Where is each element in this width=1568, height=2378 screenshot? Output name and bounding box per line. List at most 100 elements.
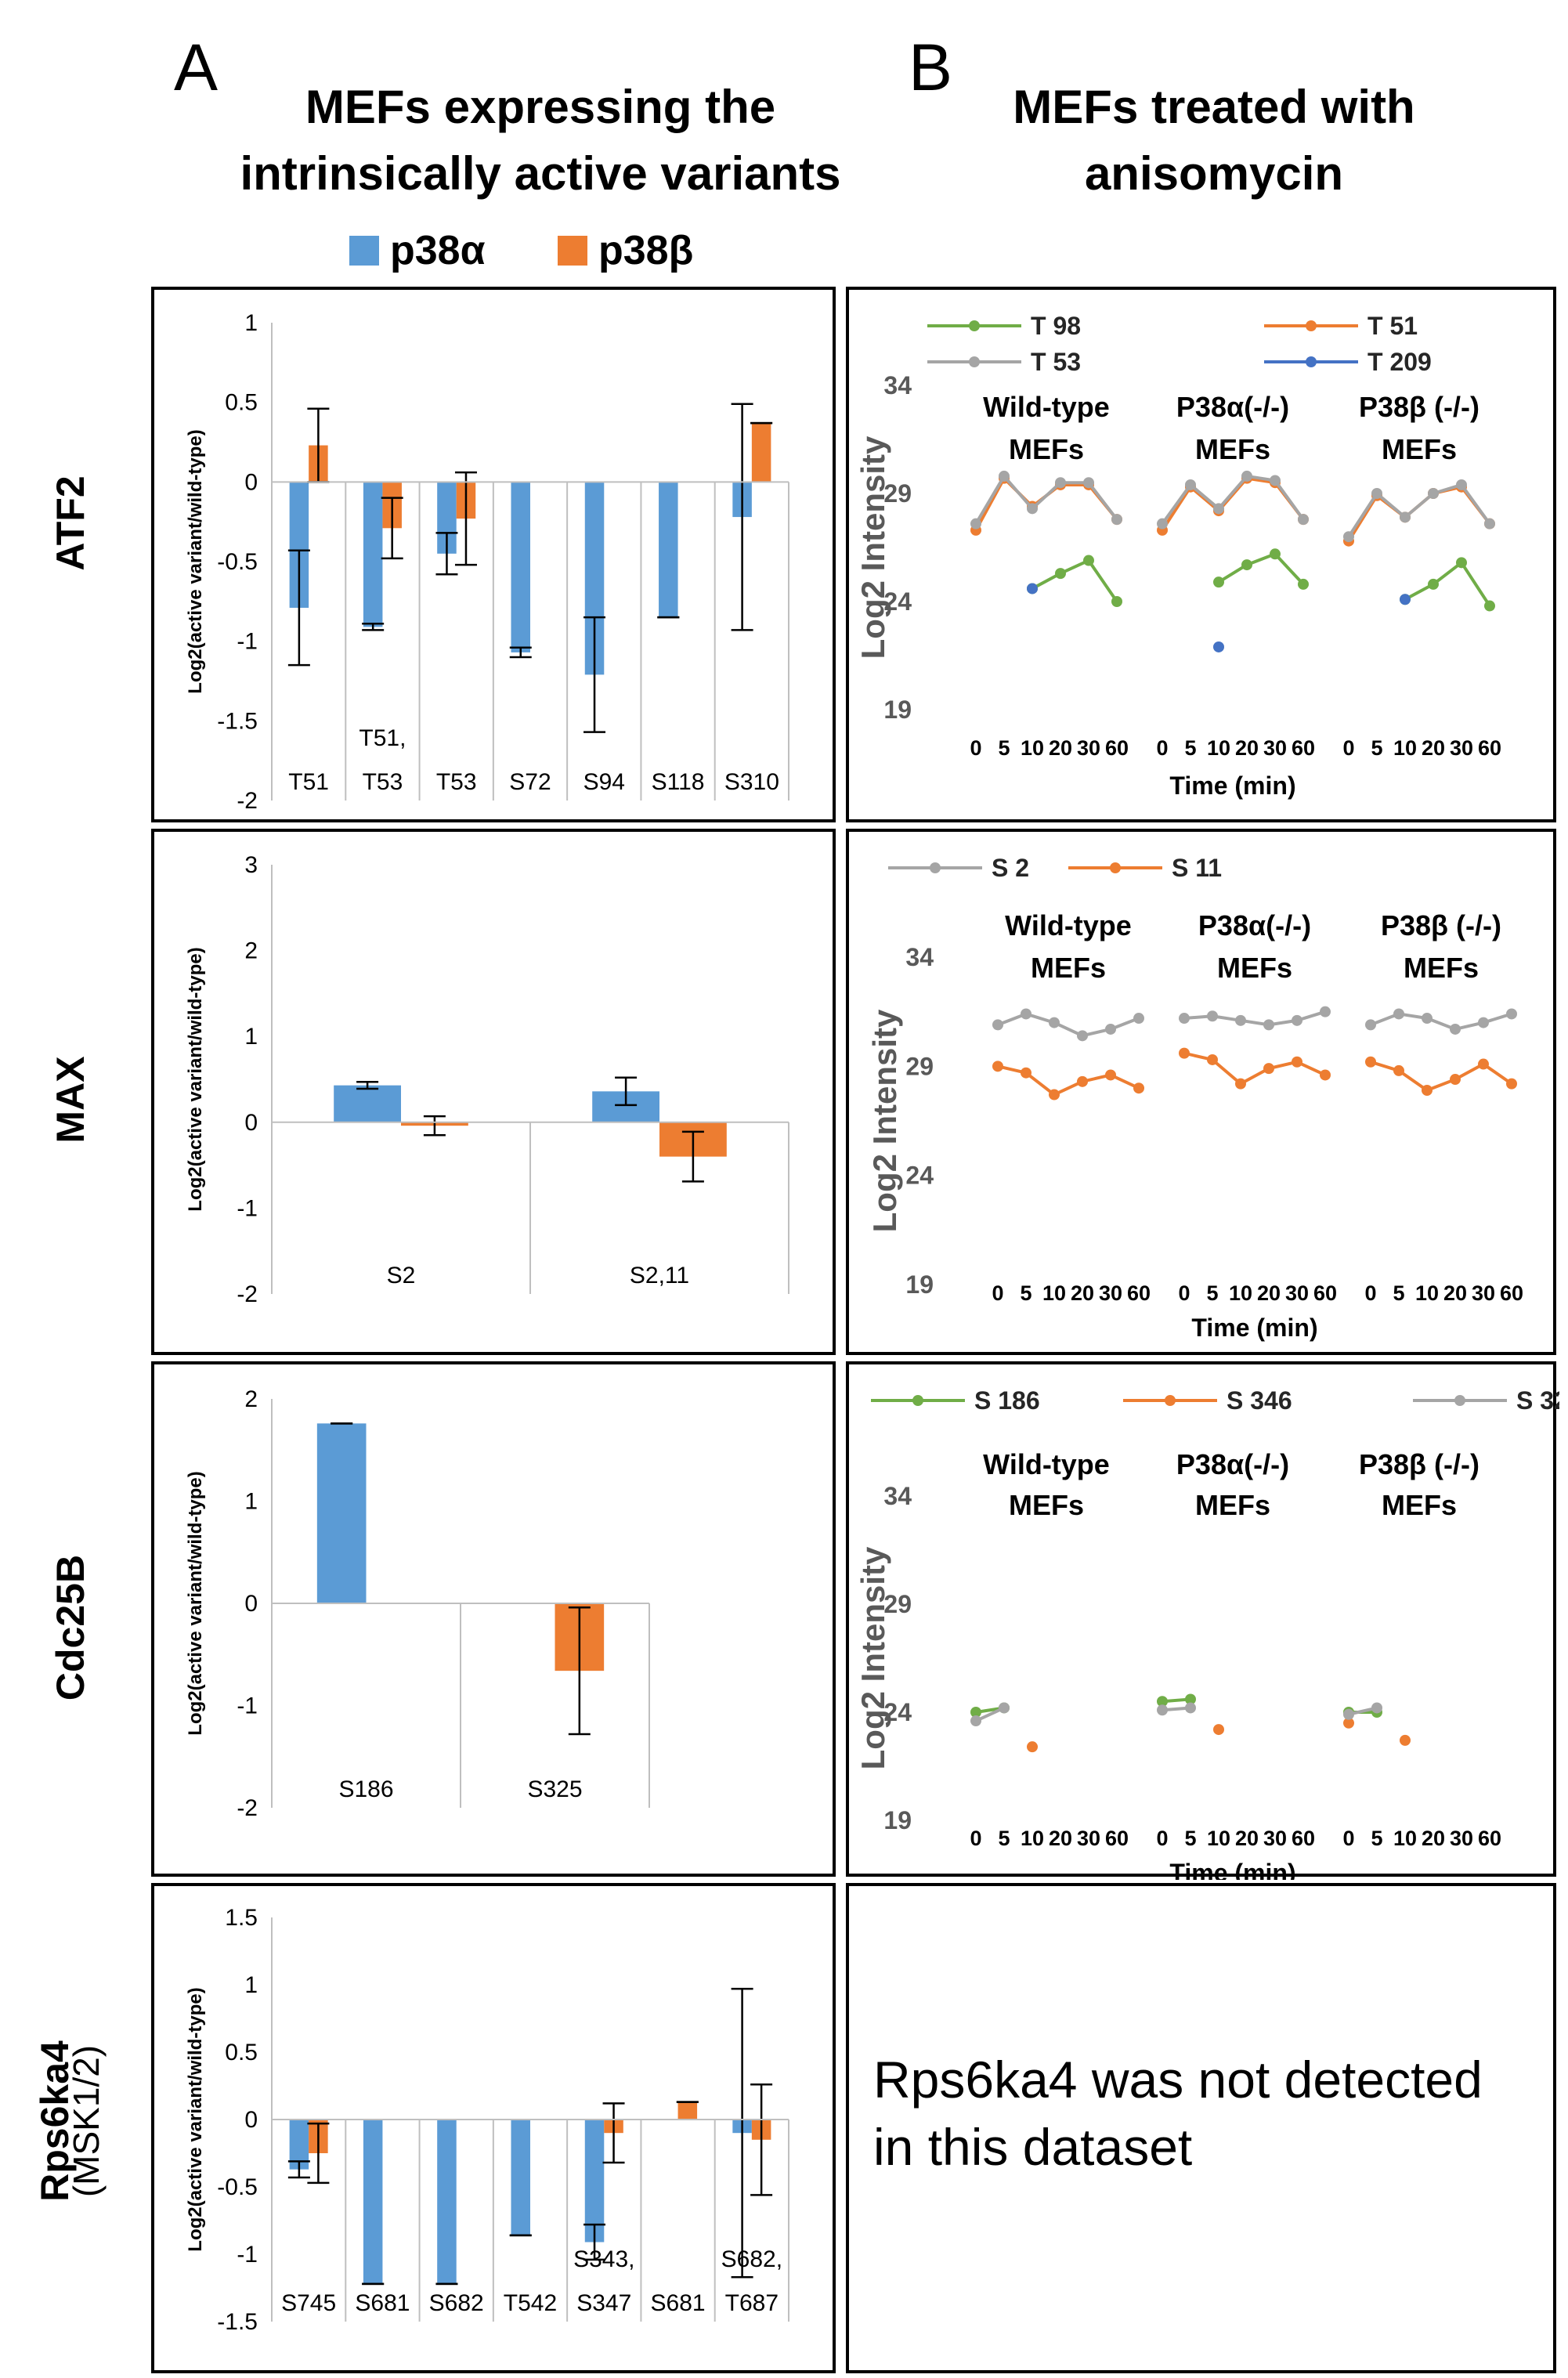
cdc25b-line-data-point xyxy=(1157,1696,1168,1708)
panel-cdc25b-line: S 186 S 346 S 325 34 29 24 19 Log2 Intensity Wil… xyxy=(846,1361,1559,1880)
max-line-data-point xyxy=(1077,1075,1088,1087)
atf2-line-series-segment xyxy=(1404,492,1435,519)
cdc25b-line-ytick-label: 29 xyxy=(883,1590,912,1618)
cdc25b-line-group-label: P38β (-/-) xyxy=(1359,1448,1479,1480)
atf2-line-series-segment xyxy=(1375,492,1407,519)
cdc25b-line-xtick-label: 20 xyxy=(1422,1827,1445,1850)
max-line-data-point xyxy=(992,1019,1003,1031)
max-line-data-point xyxy=(1506,1078,1517,1090)
cdc25b-line-data-point xyxy=(1400,1734,1411,1746)
max-line-legend-marker xyxy=(1110,862,1121,873)
rps6ka4-no-data-text: Rps6ka4 was not detected in this dataset xyxy=(873,2051,1483,2176)
rps6ka4-bar-bar-p38b xyxy=(677,2102,698,2120)
max-line-group-label: P38α(-/-) xyxy=(1198,909,1311,941)
atf2-line-xtick-label: 60 xyxy=(1478,736,1501,760)
rps6ka4-bar-category-label: S347 xyxy=(576,2290,631,2316)
atf2-line-group-label: Wild-type xyxy=(983,391,1110,423)
atf2-line-series-segment xyxy=(1347,492,1378,538)
atf2-bar-ytick-label: -0.5 xyxy=(217,549,258,575)
max-line-data-point xyxy=(1133,1082,1144,1094)
cdc25b-line-data-point xyxy=(1185,1702,1196,1714)
atf2-bar-ytick-label: -1.5 xyxy=(217,708,258,734)
cdc25b-line-ytick-label: 34 xyxy=(883,1482,912,1510)
atf2-line-series-segment xyxy=(1217,475,1248,510)
rps6ka4-bar-bar-p38a xyxy=(437,2120,457,2284)
max-bar-ytick-label: -1 xyxy=(237,1195,258,1221)
max-line-group-label: Wild-type xyxy=(1005,909,1132,941)
atf2-bar-bar-p38a xyxy=(511,482,530,652)
atf2-line-data-point xyxy=(970,518,981,529)
cdc25b-line-xtick-label: 10 xyxy=(1393,1827,1417,1850)
cdc25b-line-legend-label: S 325 xyxy=(1516,1386,1559,1415)
max-line-data-point xyxy=(1478,1058,1489,1070)
cdc25b-line-xtick-label: 60 xyxy=(1105,1827,1129,1850)
cdc25b-line-legend-marker xyxy=(912,1395,923,1406)
cdc25b-line-xtick-label: 30 xyxy=(1077,1827,1100,1850)
max-line-xtick-label: 5 xyxy=(1020,1281,1031,1305)
atf2-line-series-segment xyxy=(974,475,1006,525)
max-line-data-point xyxy=(1393,1064,1404,1076)
max-line-xtick-label: 10 xyxy=(1229,1281,1252,1305)
max-bar-ytick-label: 2 xyxy=(244,938,258,964)
max-bar-category-label: S2,11 xyxy=(630,1263,689,1288)
max-line-xtick-label: 0 xyxy=(1364,1281,1376,1305)
max-line-data-point xyxy=(1263,1063,1274,1075)
row-label-max: MAX xyxy=(49,1056,92,1144)
atf2-line-xlabel: Time (min) xyxy=(1169,772,1295,800)
atf2-line-legend-marker xyxy=(1306,320,1317,331)
atf2-line-xtick-label: 0 xyxy=(1156,736,1168,760)
rps6ka4-bar-bar-p38a xyxy=(511,2120,530,2235)
atf2-line-chart: T 98 T 51 T 53 T 209 34 29 24 19 Log2 Intensity W… xyxy=(854,312,1501,800)
atf2-line-data-point xyxy=(999,470,1010,482)
cdc25b-line-xtick-label: 0 xyxy=(1342,1827,1354,1850)
atf2-line-legend-label: T 98 xyxy=(1031,312,1081,340)
atf2-line-series-segment xyxy=(1189,483,1220,510)
atf2-line-series-segment xyxy=(1217,563,1248,584)
cdc25b-line-data-point xyxy=(1157,1704,1168,1716)
atf2-line-ylabel: Log2 Intensity xyxy=(854,435,891,659)
cdc25b-bar-bar-p38a xyxy=(316,1423,367,1603)
rps6ka4-bar-ylabel: Log2(active variant/wild-type) xyxy=(185,1987,206,2251)
max-line-xtick-label: 20 xyxy=(1071,1281,1094,1305)
atf2-line-legend-marker xyxy=(969,356,980,367)
cdc25b-line-data-point xyxy=(1371,1702,1382,1714)
atf2-line-data-point xyxy=(1213,641,1224,652)
max-line-data-point xyxy=(1292,1056,1302,1068)
column-a-letter: A xyxy=(174,31,219,104)
atf2-line-group-label: P38α(-/-) xyxy=(1176,391,1289,423)
atf2-line-series-segment xyxy=(1460,562,1491,607)
max-bar-category-label: S2 xyxy=(387,1263,416,1288)
max-line-xtick-label: 30 xyxy=(1285,1281,1309,1305)
atf2-line-data-point xyxy=(1111,596,1122,607)
max-bar-ytick-label: 3 xyxy=(244,852,258,878)
atf2-line-xtick-label: 30 xyxy=(1450,736,1473,760)
max-line-data-point xyxy=(1021,1008,1031,1020)
cdc25b-line-legend-label: S 346 xyxy=(1227,1386,1292,1415)
max-line-xtick-label: 10 xyxy=(1415,1281,1439,1305)
column-a-title-line1: MEFs expressing the xyxy=(305,81,776,133)
cdc25b-bar-category-label: S325 xyxy=(527,1776,582,1802)
rps6ka4-bar-ytick-label: -1 xyxy=(237,2242,258,2268)
cdc25b-line-xtick-label: 20 xyxy=(1235,1827,1259,1850)
cdc25b-line-legend-label: S 186 xyxy=(974,1386,1040,1415)
atf2-line-data-point xyxy=(1027,583,1038,594)
cdc25b-line-xtick-label: 60 xyxy=(1478,1827,1501,1850)
max-line-xtick-label: 60 xyxy=(1127,1281,1151,1305)
max-line-data-point xyxy=(1450,1074,1461,1086)
atf2-line-legend-label: T 209 xyxy=(1367,348,1432,376)
atf2-line-series-segment xyxy=(1087,481,1118,521)
cdc25b-bar-ytick-label: 2 xyxy=(244,1386,258,1412)
atf2-line-data-point xyxy=(1241,559,1252,571)
max-line-group-label: MEFs xyxy=(1404,952,1479,984)
max-line-data-point xyxy=(1365,1056,1376,1068)
atf2-line-data-point xyxy=(1298,514,1309,526)
cdc25b-line-group-label: MEFs xyxy=(1195,1489,1270,1521)
cdc25b-line-group-label: P38α(-/-) xyxy=(1176,1448,1289,1480)
max-line-xtick-label: 5 xyxy=(1206,1281,1218,1305)
cdc25b-bar-category-label: S186 xyxy=(338,1776,393,1802)
cdc25b-line-xtick-label: 20 xyxy=(1049,1827,1072,1850)
panel-atf2-line: T 98 T 51 T 53 T 209 34 29 24 19 Log2 Intensity W… xyxy=(846,287,1556,822)
rps6ka4-bar-chart: 1.5 1 0.5 0 -0.5 -1 -1.5 Log2(active variant/wi… xyxy=(185,1905,789,2335)
rps6ka4-bar-ytick-label: -1.5 xyxy=(217,2309,258,2335)
cdc25b-line-data-point xyxy=(1213,1724,1224,1736)
